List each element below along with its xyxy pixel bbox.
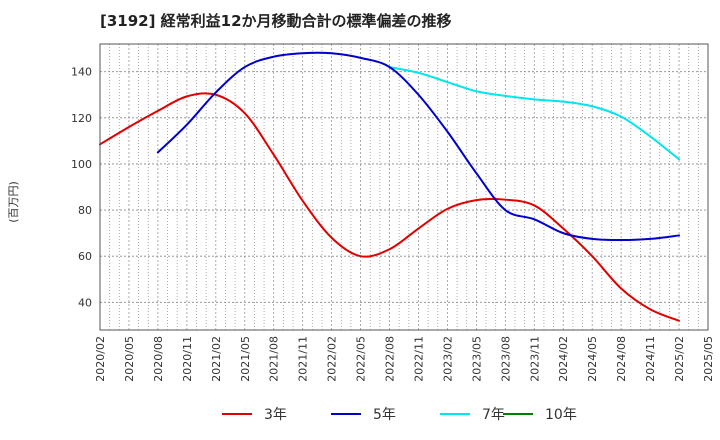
series-line-1 <box>99 92 681 322</box>
x-tick-label: 2021/02 <box>210 336 223 382</box>
y-axis-label: (百万円) <box>7 181 20 223</box>
series-layer <box>99 51 681 322</box>
x-tick-label: 2024/05 <box>586 336 599 382</box>
x-tick-label: 2022/02 <box>326 336 339 382</box>
grid-layer <box>99 44 708 330</box>
x-tick-label: 2022/05 <box>355 336 368 382</box>
x-tick-label: 2020/11 <box>181 336 194 382</box>
x-tick-label: 2023/05 <box>470 336 483 382</box>
x-tick-label: 2025/05 <box>702 336 715 382</box>
x-tick-label: 2020/02 <box>94 336 107 382</box>
x-tick-label: 2021/11 <box>297 336 310 382</box>
series-line-2 <box>156 51 681 242</box>
x-tick-label: 2025/02 <box>673 336 686 382</box>
plot-area <box>100 44 708 330</box>
legend-label-1: 3年 <box>264 407 287 423</box>
x-tick-label: 2022/08 <box>384 336 397 382</box>
x-tick-label: 2020/05 <box>123 336 136 382</box>
y-tick-label: 60 <box>78 250 92 263</box>
y-tick-label: 80 <box>78 204 92 217</box>
legend: 3年 5年 7年 10年 <box>222 407 577 423</box>
x-tick-label: 2021/08 <box>268 336 281 382</box>
x-tick-label: 2023/08 <box>499 336 512 382</box>
x-tick-label: 2023/11 <box>528 336 541 382</box>
x-tick-label: 2020/08 <box>152 336 165 382</box>
x-tick-label: 2022/11 <box>412 336 425 382</box>
legend-label-4: 10年 <box>545 407 577 423</box>
series-line-3 <box>388 66 681 161</box>
x-tick-label: 2024/02 <box>557 336 570 382</box>
x-tick-label: 2024/11 <box>644 336 657 382</box>
x-tick-label: 2023/02 <box>441 336 454 382</box>
x-tick-labels: 2020/02 2020/05 2020/08 2020/11 2021/02 2021/… <box>94 336 715 382</box>
y-tick-label: 140 <box>71 66 92 79</box>
chart-title: [3192] 経常利益12か月移動合計の標準偏差の推移 <box>100 12 452 30</box>
y-tick-label: 100 <box>71 158 92 171</box>
y-tick-label: 40 <box>78 296 92 309</box>
x-tick-label: 2024/08 <box>615 336 628 382</box>
y-tick-label: 120 <box>71 112 92 125</box>
legend-label-2: 5年 <box>373 407 396 423</box>
legend-label-3: 7年 <box>482 407 505 423</box>
y-tick-labels: 40 60 80 100 120 140 <box>71 66 92 310</box>
plot-frame <box>99 43 709 331</box>
x-tick-label: 2021/05 <box>239 336 252 382</box>
